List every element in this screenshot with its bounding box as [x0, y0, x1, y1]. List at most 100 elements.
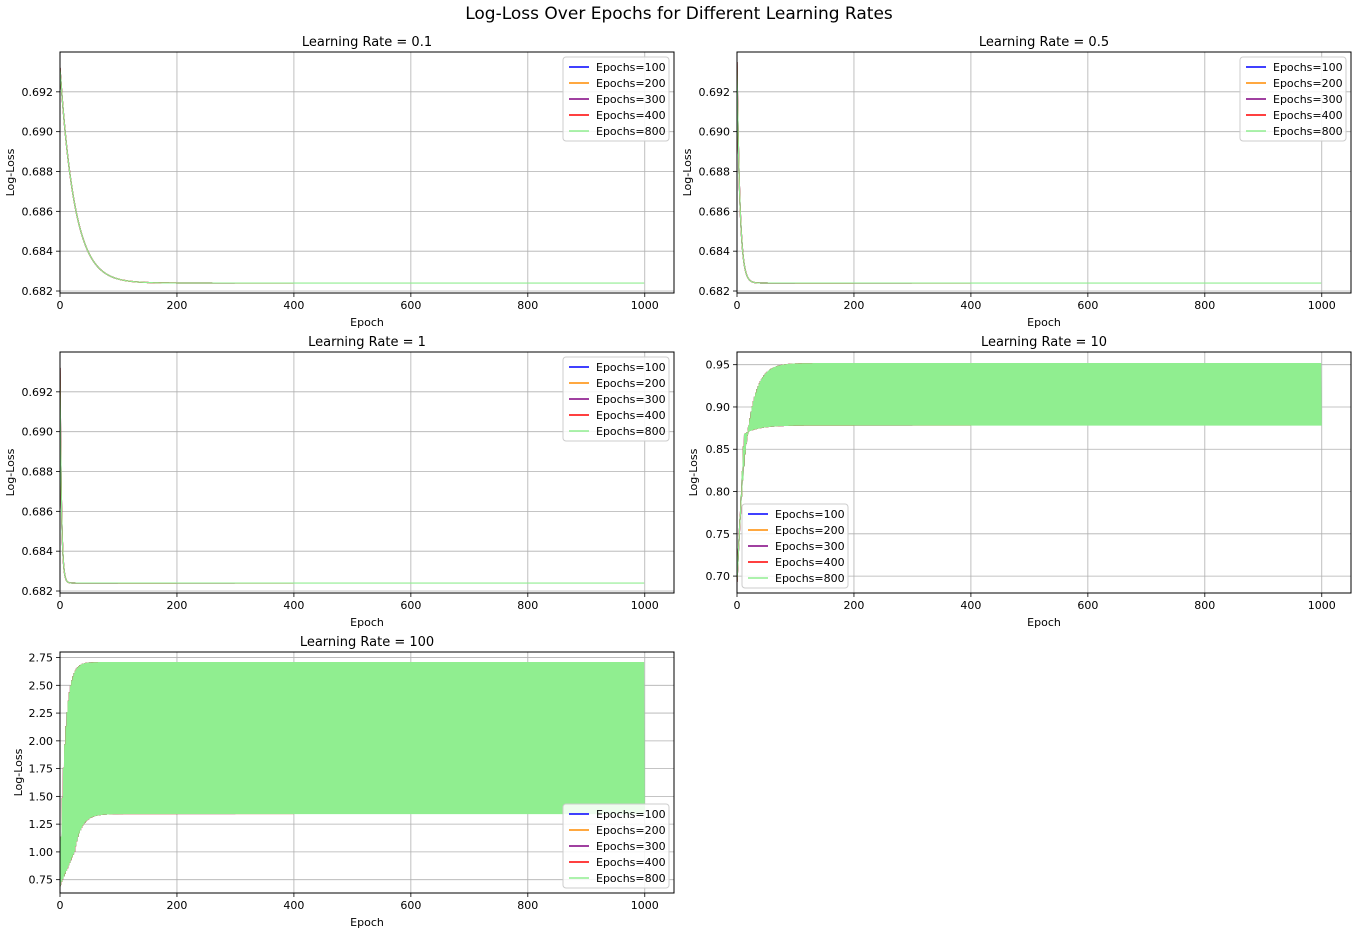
- x-tick-label: 200: [166, 599, 187, 612]
- series-line-epochs-100: [60, 67, 119, 280]
- y-tick-label: 0.692: [699, 86, 731, 99]
- figure-title: Log-Loss Over Epochs for Different Learn…: [465, 4, 893, 24]
- y-tick-label: 0.692: [22, 386, 54, 399]
- y-tick-label: 0.75: [706, 528, 731, 541]
- legend-label: Epochs=300: [775, 540, 845, 553]
- x-tick-label: 0: [734, 299, 741, 312]
- y-tick-label: 0.688: [699, 166, 731, 179]
- x-tick-label: 1000: [631, 599, 659, 612]
- legend-label: Epochs=100: [596, 808, 666, 821]
- y-tick-label: 0.95: [706, 359, 731, 372]
- x-axis-label: Epoch: [350, 616, 384, 629]
- subplot-title: Learning Rate = 100: [300, 635, 434, 650]
- x-tick-label: 800: [1194, 299, 1215, 312]
- axes-frame: [736, 351, 1352, 594]
- series-lines: [737, 362, 1322, 583]
- legend-label: Epochs=100: [596, 61, 666, 74]
- y-axis-label: Log-Loss: [687, 448, 700, 496]
- x-tick-label: 600: [400, 599, 421, 612]
- y-tick-label: 0.682: [22, 585, 54, 598]
- legend-label: Epochs=200: [596, 377, 666, 390]
- series-line-epochs-800: [737, 61, 1322, 284]
- axes-frame: [59, 51, 675, 294]
- x-tick-label: 1000: [1308, 299, 1336, 312]
- y-axis-label: Log-Loss: [4, 148, 17, 196]
- y-tick-label: 1.50: [29, 790, 54, 803]
- y-tick-label: 2.50: [29, 679, 54, 692]
- legend-label: Epochs=800: [596, 425, 666, 438]
- y-tick-label: 0.690: [22, 426, 54, 439]
- x-axis-label: Epoch: [1027, 316, 1061, 329]
- subplot-lr-100: Learning Rate = 100 0 200 400 600 800 1000 0.75…: [12, 635, 675, 929]
- y-tick-label: 0.684: [699, 245, 731, 258]
- legend-label: Epochs=800: [596, 872, 666, 885]
- y-axis-label: Log-Loss: [12, 748, 25, 796]
- subplot-lr-1: Learning Rate = 1 0 200 400 600 800 1000 0.682 0…: [4, 335, 675, 629]
- series-line-epochs-800: [737, 362, 1322, 583]
- y-tick-label: 0.80: [706, 486, 731, 499]
- y-tick-label: 0.688: [22, 166, 54, 179]
- legend-box: [562, 56, 670, 142]
- series-line-epochs-100: [737, 61, 795, 284]
- x-tick-label: 400: [283, 899, 304, 912]
- y-tick-label: 0.85: [706, 443, 731, 456]
- y-tick-label: 0.686: [699, 205, 731, 218]
- legend-label: Epochs=100: [775, 508, 845, 521]
- x-axis-label: Epoch: [1027, 616, 1061, 629]
- x-tick-label: 200: [843, 299, 864, 312]
- x-tick-label: 1000: [631, 899, 659, 912]
- x-tick-label: 600: [1077, 599, 1098, 612]
- legend-label: Epochs=300: [596, 93, 666, 106]
- grid-lines: [59, 352, 674, 593]
- x-tick-label: 0: [734, 599, 741, 612]
- y-tick-label: 2.75: [29, 652, 54, 665]
- series-line-epochs-300: [737, 61, 912, 284]
- x-axis-label: Epoch: [350, 316, 384, 329]
- y-tick-label: 1.75: [29, 763, 54, 776]
- x-tick-label: 200: [843, 599, 864, 612]
- y-tick-label: 0.682: [22, 285, 54, 298]
- axes-frame: [59, 351, 675, 594]
- legend-box: [1239, 56, 1347, 142]
- x-axis-label: Epoch: [350, 916, 384, 929]
- x-tick-label: 800: [1194, 599, 1215, 612]
- legend-label: Epochs=200: [596, 77, 666, 90]
- x-tick-label: 200: [166, 299, 187, 312]
- legend-label: Epochs=100: [1273, 61, 1343, 74]
- legend-box: [562, 356, 670, 442]
- legend-label: Epochs=800: [1273, 125, 1343, 138]
- series-lines: [60, 67, 645, 284]
- y-axis-label: Log-Loss: [4, 448, 17, 496]
- legend-label: Epochs=200: [596, 824, 666, 837]
- y-tick-label: 0.686: [22, 505, 54, 518]
- subplot-lr-10: Learning Rate = 10 0 200 400 600 800 1000 0.70 0…: [687, 335, 1352, 629]
- x-tick-label: 400: [283, 299, 304, 312]
- x-tick-label: 0: [57, 599, 64, 612]
- x-tick-label: 400: [960, 299, 981, 312]
- legend-label: Epochs=200: [1273, 77, 1343, 90]
- subplot-title: Learning Rate = 1: [308, 335, 426, 350]
- x-tick-label: 600: [400, 299, 421, 312]
- legend-label: Epochs=400: [1273, 109, 1343, 122]
- x-tick-label: 200: [166, 899, 187, 912]
- x-tick-label: 800: [517, 299, 538, 312]
- legend-label: Epochs=400: [775, 556, 845, 569]
- legend-label: Epochs=300: [596, 840, 666, 853]
- series-line-epochs-800: [60, 67, 645, 284]
- y-tick-label: 0.692: [22, 86, 54, 99]
- legend-label: Epochs=300: [596, 393, 666, 406]
- x-tick-label: 1000: [1308, 599, 1336, 612]
- x-tick-label: 800: [517, 599, 538, 612]
- series-lines: [737, 61, 1322, 284]
- y-tick-label: 2.00: [29, 735, 54, 748]
- y-tick-label: 0.684: [22, 545, 54, 558]
- legend-label: Epochs=800: [596, 125, 666, 138]
- x-tick-label: 600: [1077, 299, 1098, 312]
- y-axis-label: Log-Loss: [681, 148, 694, 196]
- subplot-title: Learning Rate = 0.5: [979, 35, 1109, 50]
- subplot-title: Learning Rate = 10: [981, 335, 1107, 350]
- legend: Epochs=100 Epochs=200 Epochs=300 Epochs=400…: [562, 803, 670, 889]
- legend: Epochs=100 Epochs=200 Epochs=300 Epochs=400…: [741, 503, 849, 589]
- y-tick-label: 0.686: [22, 205, 54, 218]
- legend-label: Epochs=100: [596, 361, 666, 374]
